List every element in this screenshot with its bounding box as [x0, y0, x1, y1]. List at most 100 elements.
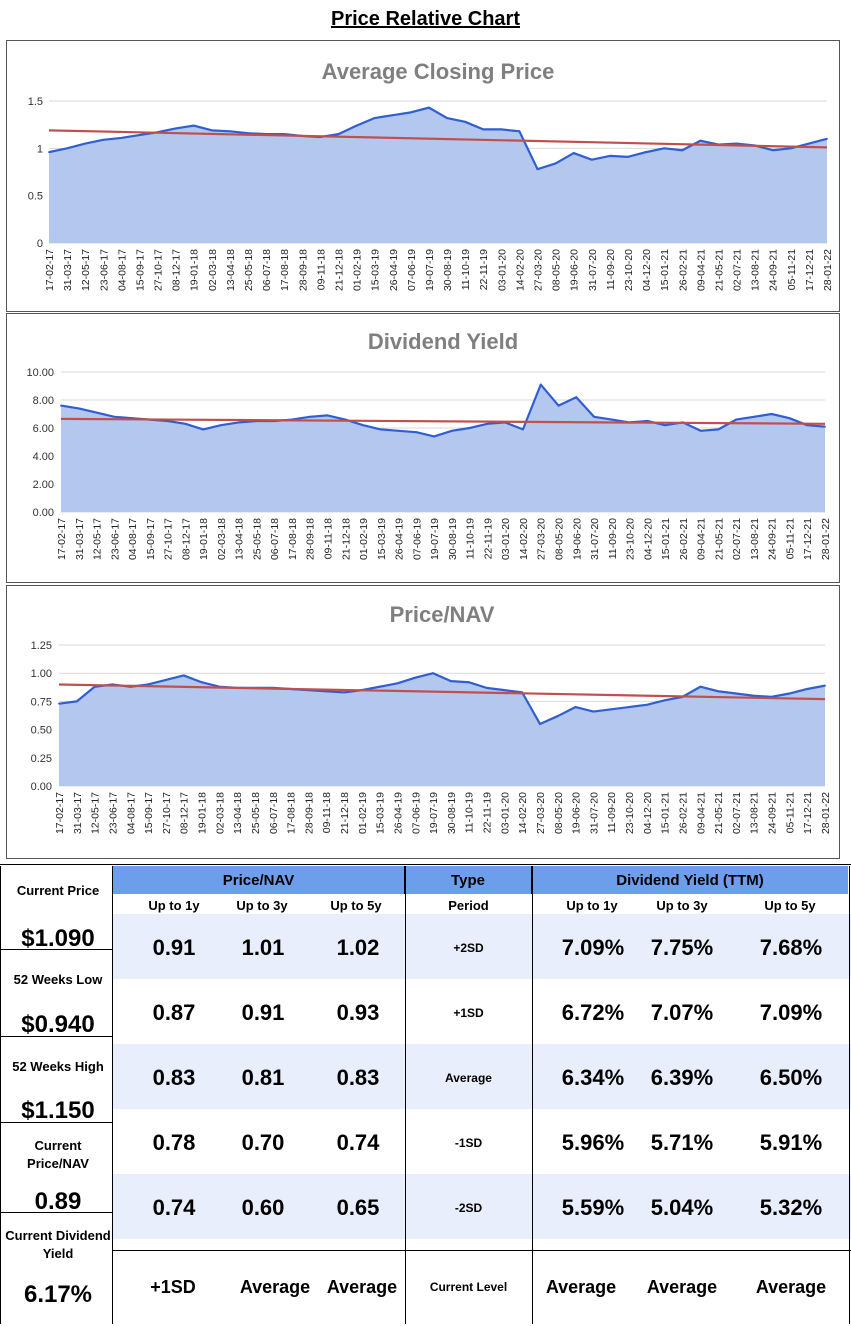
data-point	[379, 428, 382, 431]
table-border-top	[0, 864, 851, 865]
data-point	[628, 706, 630, 708]
x-tick-label: 22-11-19	[478, 249, 490, 290]
stat-divider	[0, 1122, 113, 1123]
y-tick-label: 10.00	[26, 367, 54, 379]
data-point	[432, 672, 434, 675]
x-tick-label: 08-05-20	[553, 792, 565, 834]
x-tick-label: 03-01-20	[500, 518, 512, 560]
x-tick-label: 19-07-19	[429, 518, 441, 560]
price-nav-value: 0.74	[336, 1130, 380, 1155]
x-tick-label: 28-09-18	[305, 518, 317, 560]
x-tick-label: 17-02-17	[44, 249, 56, 291]
x-tick-label: 17-08-18	[287, 518, 299, 560]
x-tick-label: 22-11-19	[482, 792, 494, 833]
x-tick-label: 14-02-20	[518, 518, 530, 560]
data-point	[450, 680, 452, 682]
data-point	[450, 429, 453, 432]
x-tick-label: 27-10-17	[163, 518, 175, 560]
x-tick-label: 08-12-17	[171, 249, 183, 291]
stat-value: 6.17%	[23, 1281, 93, 1308]
series-area	[59, 673, 825, 786]
price-nav-value: 1.01	[241, 935, 285, 960]
series-line	[48, 106, 828, 171]
data-point	[627, 155, 629, 158]
x-tick-label: 12-05-17	[80, 249, 92, 291]
x-tick-label: 15-01-21	[660, 518, 672, 560]
x-tick-label: 15-01-21	[660, 792, 672, 834]
data-point	[48, 151, 50, 154]
price-nav-chart: Price/NAV 0.00 0.25 0.50 0.75 1.00 1.25 17-02-1…	[6, 585, 840, 859]
x-tick-label: 26-04-19	[392, 792, 404, 834]
type-label: +1SD	[453, 1006, 484, 1020]
x-tick-label: 04-08-17	[116, 249, 128, 291]
x-tick-label: 30-08-19	[446, 792, 458, 834]
dividend-yield-value: 7.75%	[650, 935, 714, 960]
dividend-yield-value: 6.72%	[561, 1000, 625, 1025]
x-tick-label: 05-11-21	[784, 518, 796, 559]
x-tick-label: 23-10-20	[625, 518, 637, 560]
stat-value: $1.090	[21, 925, 95, 952]
data-point	[93, 685, 96, 688]
y-tick-label: 0	[37, 238, 43, 250]
data-point	[220, 424, 222, 427]
subheader-dividend-yield: Up to 3y	[656, 897, 708, 913]
data-point	[788, 417, 791, 420]
price-nav-value: 0.83	[152, 1065, 196, 1090]
price-nav-header: Price/NAV	[113, 866, 405, 894]
x-tick-label: 07-06-19	[406, 249, 418, 291]
x-tick-label: 11-10-19	[464, 792, 476, 833]
y-tick-label: 1.5	[28, 96, 43, 108]
x-tick-label: 27-10-17	[153, 249, 165, 291]
x-tick-label: 21-05-21	[713, 518, 725, 560]
x-tick-label: 04-12-20	[642, 518, 654, 560]
x-tick-label: 26-02-21	[678, 518, 690, 560]
x-tick-label: 15-03-19	[370, 249, 382, 291]
x-tick-label: 02-03-18	[207, 249, 219, 291]
column-divider	[0, 866, 1, 1324]
x-tick-label: 28-09-18	[297, 249, 309, 291]
x-tick-label: 09-11-18	[321, 792, 333, 833]
x-tick-label: 05-11-21	[786, 249, 798, 290]
current-level-dividend-yield: Average	[646, 1276, 718, 1297]
dividend-yield-value: 6.39%	[650, 1065, 714, 1090]
x-tick-label: 17-12-21	[804, 249, 816, 291]
data-point	[556, 715, 559, 717]
row-band	[113, 1044, 851, 1109]
x-tick-label: 28-09-18	[303, 792, 315, 834]
data-point	[102, 138, 105, 141]
data-point	[572, 152, 575, 154]
x-tick-label: 21-12-18	[340, 518, 352, 560]
x-tick-label: 19-07-19	[428, 792, 440, 834]
data-point	[428, 106, 430, 109]
x-tick-label: 31-07-20	[589, 518, 601, 560]
data-point	[645, 151, 647, 154]
data-point	[681, 149, 684, 152]
data-point	[184, 422, 187, 425]
x-tick-label: 04-08-17	[125, 792, 137, 834]
chart-title: Dividend Yield	[368, 329, 518, 354]
data-point	[164, 679, 167, 681]
y-tick-label: 0.50	[31, 725, 52, 737]
x-tick-label: 30-08-19	[442, 249, 454, 291]
x-tick-label: 23-10-20	[623, 249, 635, 291]
chart-svg: Average Closing Price 0 0.5 1 1.5 17-02-17 31-…	[28, 59, 834, 291]
data-point	[378, 685, 381, 688]
x-tick-label: 09-11-18	[323, 518, 335, 559]
x-tick-label: 19-06-20	[569, 249, 581, 291]
data-point	[138, 134, 141, 136]
x-tick-label: 17-02-17	[54, 792, 66, 834]
price-nav-value: 0.65	[336, 1195, 380, 1220]
x-tick-label: 13-04-18	[232, 792, 244, 834]
x-tick-label: 15-01-21	[659, 249, 671, 291]
data-point	[84, 142, 87, 145]
x-tick-label: 06-07-18	[268, 792, 280, 834]
data-point	[174, 127, 177, 130]
stat-label: 52 Weeks Low	[13, 972, 103, 987]
x-tick-label: 04-12-20	[641, 249, 653, 291]
dividend-yield-value: 7.09%	[759, 1000, 823, 1025]
data-point	[500, 128, 503, 131]
data-point	[663, 147, 666, 150]
x-tick-label: 15-09-17	[145, 518, 157, 560]
x-tick-label: 02-07-21	[731, 518, 743, 560]
data-point	[717, 690, 720, 693]
